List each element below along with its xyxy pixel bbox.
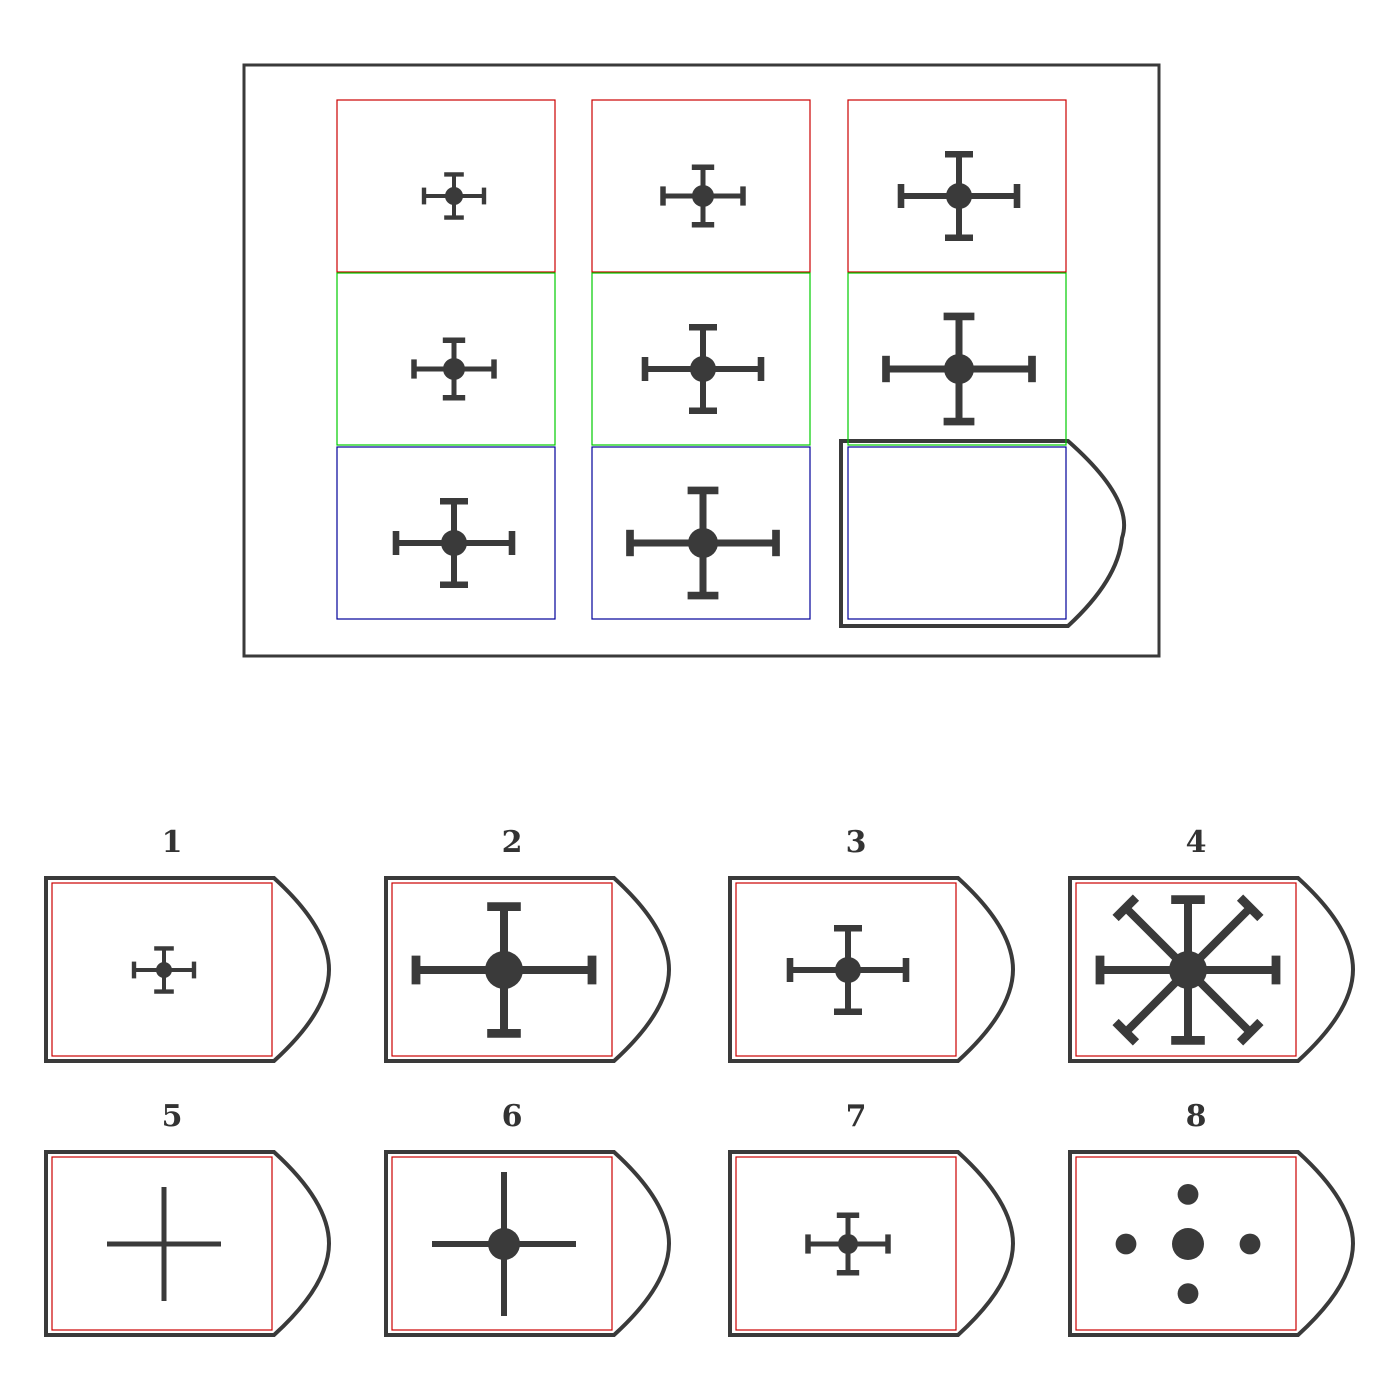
- satellite-dot: [1115, 1233, 1137, 1255]
- option-tag-outline: [384, 1150, 672, 1337]
- option-4[interactable]: 4: [1068, 825, 1356, 1063]
- matrix-cell-blank[interactable]: [847, 446, 1067, 620]
- option-inner-frame: [391, 1156, 613, 1331]
- option-tag-outline: [1068, 876, 1356, 1063]
- center-dot: [488, 1228, 520, 1260]
- center-dot: [445, 187, 463, 205]
- option-inner-frame: [735, 882, 957, 1057]
- option-tag-outline: [1068, 1150, 1356, 1337]
- option-4-figure: [1095, 894, 1281, 1046]
- figure-r1-c2: [660, 164, 746, 228]
- figure-r1-c3: [897, 150, 1021, 242]
- matrix-grid: [336, 99, 1067, 620]
- matrix-cell-r1-c3: [847, 99, 1067, 273]
- option-label: 7: [846, 1099, 867, 1134]
- option-inner-frame: [391, 882, 613, 1057]
- option-6-figure: [432, 1172, 576, 1316]
- center-dot: [692, 185, 714, 207]
- option-label: 3: [846, 825, 867, 860]
- option-3[interactable]: 3: [728, 825, 1016, 1063]
- center-dot: [835, 957, 861, 983]
- option-5[interactable]: 5: [44, 1099, 332, 1337]
- option-label: 8: [1186, 1099, 1207, 1134]
- center-dot: [485, 951, 523, 989]
- center-dot: [688, 528, 718, 558]
- option-inner-frame: [735, 1156, 957, 1331]
- satellite-dot: [1177, 1283, 1199, 1304]
- option-tag-outline: [728, 876, 1016, 1063]
- arm-cap: [1236, 1018, 1264, 1046]
- matrix-cell-r3-c1: [336, 446, 556, 620]
- figure-r3-c2: [626, 486, 780, 600]
- option-label: 1: [162, 825, 183, 860]
- center-dot: [946, 183, 972, 209]
- option-tag-outline: [44, 1150, 332, 1337]
- option-2[interactable]: 2: [384, 825, 672, 1063]
- option-2-figure: [411, 902, 597, 1038]
- figure-r2-c3: [882, 312, 1036, 426]
- center-dot: [1169, 951, 1207, 989]
- option-1-figure: [131, 946, 197, 994]
- option-label: 5: [162, 1099, 183, 1134]
- option-label: 4: [1186, 825, 1207, 860]
- arm-cap: [1112, 1018, 1140, 1046]
- matrix-frame: [242, 63, 1161, 658]
- option-label: 6: [502, 1099, 523, 1134]
- option-tag-outline: [384, 876, 672, 1063]
- option-8-figure: [1115, 1184, 1261, 1304]
- center-dot: [156, 962, 172, 978]
- figure-r3-c1: [392, 497, 516, 589]
- option-inner-frame: [1075, 882, 1297, 1057]
- figure-r2-c1: [411, 337, 497, 401]
- option-inner-frame: [51, 882, 273, 1057]
- center-dot: [441, 530, 467, 556]
- option-tag-outline: [728, 1150, 1016, 1337]
- option-6[interactable]: 6: [384, 1099, 672, 1337]
- option-7-figure: [805, 1212, 891, 1276]
- answer-options: 1 2 3 4 5 6 7 8: [44, 825, 1356, 1337]
- figure-r2-c2: [641, 323, 765, 415]
- option-inner-frame: [1075, 1156, 1297, 1331]
- matrix-cell-r2-c1: [336, 272, 556, 446]
- matrix-cell-r3-c2: [591, 446, 811, 620]
- blank-slot-tag: [839, 439, 1127, 628]
- matrix-cell-r2-c3: [847, 272, 1067, 446]
- center-dot: [443, 358, 465, 380]
- arm-cap: [1236, 894, 1264, 922]
- center-dot: [838, 1234, 858, 1254]
- arm-cap: [1112, 894, 1140, 922]
- option-inner-frame: [51, 1156, 273, 1331]
- center-dot: [944, 354, 974, 384]
- satellite-dot: [1177, 1184, 1199, 1205]
- satellite-dot: [1239, 1233, 1261, 1255]
- option-1[interactable]: 1: [44, 825, 332, 1063]
- option-5-figure: [107, 1187, 221, 1301]
- figure-r1-c1: [421, 172, 487, 220]
- option-7[interactable]: 7: [728, 1099, 1016, 1337]
- option-8[interactable]: 8: [1068, 1099, 1356, 1337]
- option-tag-outline: [44, 876, 332, 1063]
- matrix-cell-r2-c2: [591, 272, 811, 446]
- matrix-cell-r1-c1: [336, 99, 556, 273]
- option-label: 2: [502, 825, 523, 860]
- center-dot: [1172, 1228, 1204, 1260]
- matrix-cell-r1-c2: [591, 99, 811, 273]
- option-3-figure: [786, 924, 910, 1016]
- center-dot: [690, 356, 716, 382]
